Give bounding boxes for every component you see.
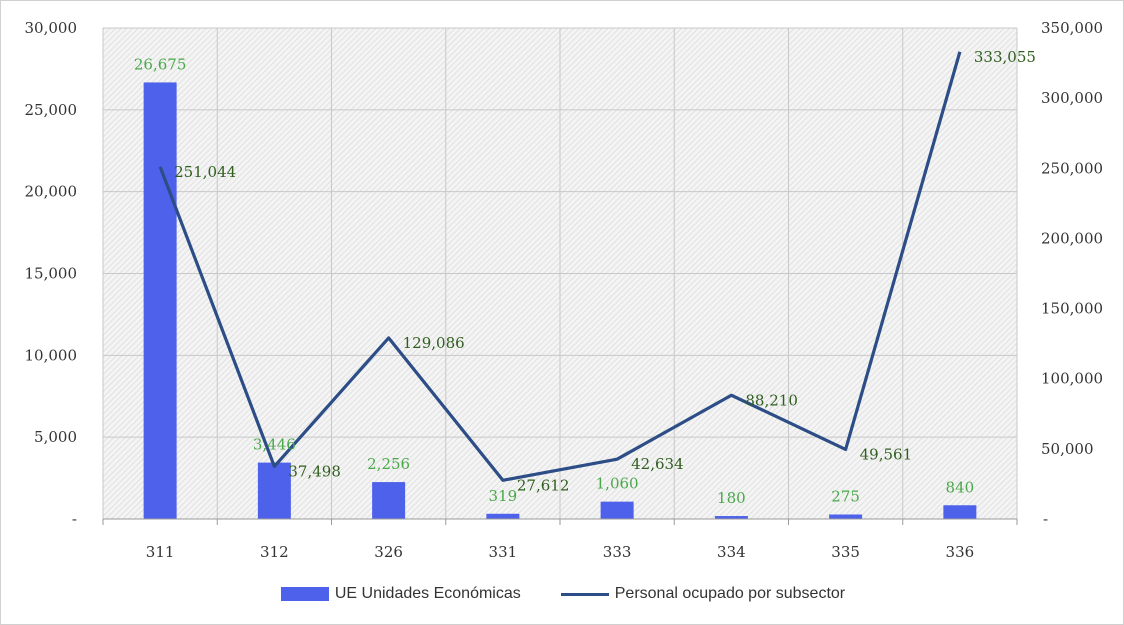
chart-legend: UE Unidades Económicas Personal ocupado … [1, 581, 1124, 607]
x-category-label: 335 [831, 543, 860, 561]
bar-312 [257, 462, 291, 519]
x-category-label: 326 [374, 543, 403, 561]
y-right-tick-label: - [1043, 510, 1048, 528]
bar-data-label: 1,060 [596, 475, 639, 493]
line-data-label: 27,612 [517, 476, 570, 494]
bar-data-label: 180 [717, 489, 746, 507]
x-category-label: 331 [489, 543, 518, 561]
bar-333 [600, 501, 634, 519]
line-data-label: 333,055 [974, 48, 1036, 66]
x-category-label: 333 [603, 543, 632, 561]
legend-bar-swatch [280, 587, 329, 601]
line-data-label: 88,210 [745, 391, 798, 409]
y-right-tick-label: 300,000 [1041, 89, 1103, 107]
x-category-label: 311 [146, 543, 175, 561]
y-right-tick-label: 50,000 [1041, 440, 1094, 458]
x-category-label: 334 [717, 543, 746, 561]
line-series-personal-ocupado [158, 51, 962, 482]
bar-336 [943, 505, 977, 519]
bar-data-label: 275 [831, 487, 860, 505]
y-left-tick-label: 30,000 [25, 19, 78, 37]
legend-item-line: Personal ocupado por subsector [560, 585, 846, 603]
line-data-label: 37,498 [288, 462, 341, 480]
bar-data-label: 3,446 [253, 436, 296, 454]
bar-data-label: 319 [489, 487, 518, 505]
y-left-tick-label: 25,000 [25, 101, 78, 119]
bar-334 [714, 516, 748, 519]
bar-335 [829, 514, 863, 519]
x-category-label: 336 [946, 543, 975, 561]
bar-data-label: 840 [946, 478, 975, 496]
bar-data-label: 26,675 [134, 55, 187, 73]
y-right-tick-label: 350,000 [1041, 19, 1103, 37]
y-left-tick-label: 15,000 [25, 265, 78, 283]
bar-326 [372, 482, 406, 519]
bar-data-label: 2,256 [367, 455, 410, 473]
y-right-tick-label: 150,000 [1041, 300, 1103, 318]
legend-bar-label: UE Unidades Económicas [334, 585, 521, 602]
y-right-tick-label: 200,000 [1041, 229, 1103, 247]
y-right-tick-label: 100,000 [1041, 370, 1103, 388]
y-left-tick-label: 5,000 [34, 428, 77, 446]
line-data-label: 42,634 [631, 455, 684, 473]
bar-331 [486, 513, 520, 519]
bar-311 [143, 82, 177, 520]
y-right-tick-label: 250,000 [1041, 159, 1103, 177]
line-data-label: 251,044 [174, 163, 236, 181]
line-data-label: 49,561 [860, 445, 913, 463]
legend-item-bars: UE Unidades Económicas [280, 585, 521, 603]
y-left-tick-label: 20,000 [25, 183, 78, 201]
y-left-tick-label: - [72, 510, 77, 528]
legend-line-label: Personal ocupado por subsector [614, 585, 846, 602]
x-category-label: 312 [260, 543, 289, 561]
line-data-label: 129,086 [403, 334, 465, 352]
y-left-tick-label: 10,000 [25, 346, 78, 364]
legend-line-swatch [560, 592, 609, 596]
combo-chart: 26,675 3,446 2,256 319 1,060 180 275 840 251,044… [25, 19, 1104, 561]
